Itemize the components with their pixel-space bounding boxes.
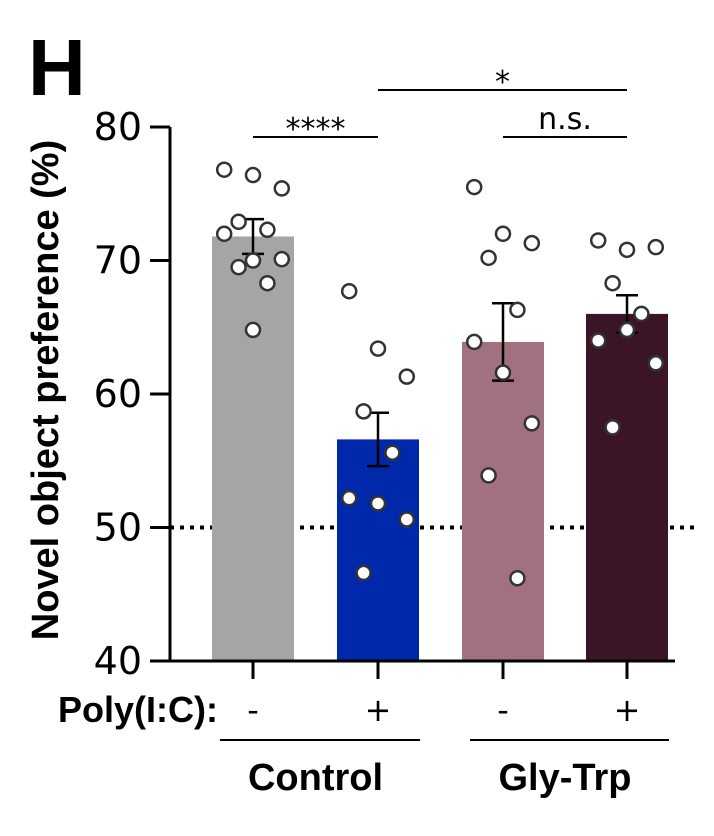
poly-ic-row-label: Poly(I:C): [58, 689, 218, 730]
significance-layer: **** n.s. * [253, 65, 627, 147]
data-point [355, 564, 372, 582]
data-point [589, 332, 607, 349]
significance-bracket-2: n.s. [503, 102, 627, 138]
data-point [465, 333, 483, 351]
data-point [215, 225, 233, 243]
data-point [480, 467, 497, 484]
data-point [509, 301, 526, 319]
bar-4 [586, 313, 668, 661]
data-point [244, 166, 262, 184]
data-point [589, 232, 607, 249]
bars-layer [212, 236, 668, 661]
poly-ic-sign-1: - [247, 691, 259, 729]
data-point [494, 364, 512, 381]
data-point [230, 258, 247, 276]
bar-1 [212, 236, 294, 661]
data-point [244, 252, 262, 269]
data-point [273, 250, 291, 268]
bar-3 [462, 341, 544, 661]
data-point [523, 415, 541, 432]
significance-bracket-1: **** [253, 112, 378, 147]
y-tick-label: 50 [94, 506, 142, 550]
data-point [398, 368, 416, 385]
data-point [604, 419, 621, 436]
group-label-2: Gly-Trp [498, 757, 631, 799]
poly-ic-sign-3: - [497, 691, 509, 729]
y-axis-label: Novel object preference (%) [25, 140, 67, 640]
data-point [355, 403, 372, 420]
points-layer [215, 161, 665, 587]
data-point [384, 444, 401, 461]
data-point [509, 569, 526, 587]
data-point [230, 213, 247, 231]
panel-letter: H [28, 23, 86, 112]
data-point [604, 274, 621, 292]
significance-label: **** [286, 112, 346, 147]
significance-label: * [495, 65, 510, 100]
data-point [398, 511, 416, 528]
data-point [647, 355, 665, 372]
y-tick-label: 60 [94, 372, 142, 416]
y-axis: 40 50 60 70 80 [94, 105, 675, 683]
data-point [244, 321, 262, 339]
data-point [618, 321, 636, 339]
data-point [647, 238, 665, 256]
data-point [618, 241, 636, 259]
significance-bracket-3: * [378, 65, 627, 100]
data-point [340, 489, 358, 507]
group-label-1: Control [248, 757, 383, 799]
x-axis-labels: Poly(I:C): - + - + Control Gly-Trp [58, 689, 669, 799]
data-point [273, 180, 291, 197]
data-point [340, 282, 358, 300]
error-bars-layer [242, 217, 638, 468]
data-point [494, 225, 512, 243]
y-tick-label: 70 [94, 239, 142, 283]
data-point [465, 178, 483, 196]
poly-ic-sign-4: + [614, 691, 641, 729]
data-point [215, 161, 233, 178]
poly-ic-sign-2: + [365, 691, 392, 729]
significance-label: n.s. [538, 102, 592, 137]
data-point [259, 221, 276, 239]
data-point [259, 274, 276, 292]
data-point [369, 340, 387, 357]
data-point [369, 495, 387, 512]
y-tick-label: 40 [94, 639, 142, 683]
data-point [633, 305, 650, 323]
bar-2 [337, 439, 419, 661]
data-point [523, 234, 541, 252]
y-tick-label: 80 [94, 105, 142, 149]
data-point [480, 249, 497, 267]
